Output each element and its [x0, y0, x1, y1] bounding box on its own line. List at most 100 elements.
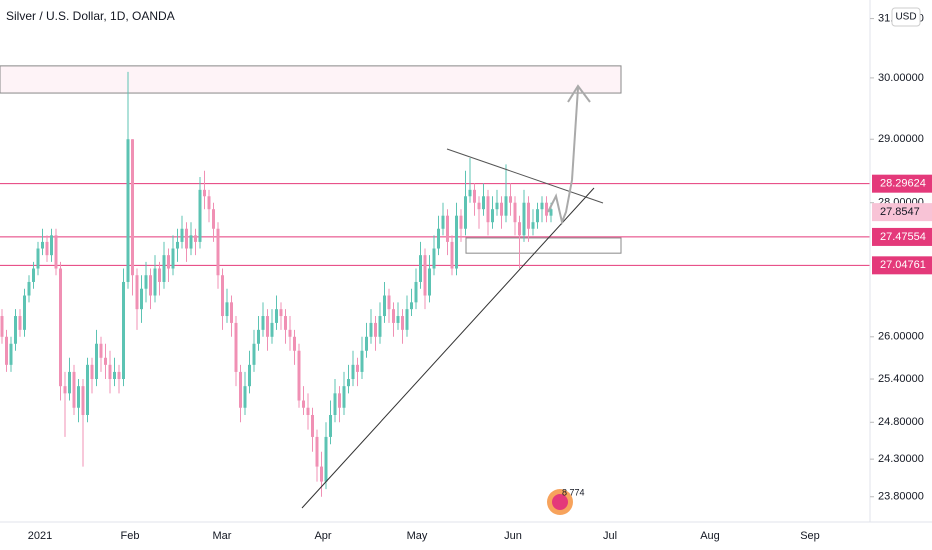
candle-body	[230, 302, 233, 323]
candle-body	[117, 371, 121, 380]
candle-body	[153, 268, 157, 296]
badge-count: 8 774	[562, 487, 585, 497]
candle-body	[536, 209, 539, 223]
candle-body	[423, 255, 427, 296]
y-tick-label: 30.00000	[878, 72, 924, 84]
chart-title: Silver / U.S. Dollar, 1D, OANDA	[6, 9, 175, 23]
plot-area	[0, 65, 870, 497]
candle-body	[540, 202, 544, 210]
candle-body	[477, 202, 481, 210]
candle-body	[473, 189, 476, 203]
candle-body	[122, 281, 125, 380]
x-tick-label: Mar	[213, 530, 232, 542]
candle-body	[90, 364, 94, 380]
candle-body	[455, 215, 458, 269]
candle-body	[482, 196, 485, 210]
candle-body	[329, 414, 332, 437]
currency-label[interactable]: USD	[895, 12, 916, 23]
candle-body	[383, 295, 386, 317]
candle-body	[360, 350, 364, 372]
candle-body	[212, 209, 215, 229]
candle-body	[95, 343, 98, 380]
candle-body	[216, 228, 220, 276]
candle-body	[405, 309, 409, 330]
y-tick-label: 24.80000	[878, 416, 924, 428]
y-tick-label: 25.40000	[878, 373, 924, 385]
trend-line	[446, 148, 604, 204]
candle-body	[171, 248, 175, 269]
price-label: 27.47554	[880, 231, 926, 243]
candle-body	[459, 215, 463, 229]
candle-body	[50, 235, 53, 256]
candle-body	[450, 241, 454, 269]
candle-body	[41, 241, 44, 249]
candle-body	[437, 228, 440, 249]
candle-body	[167, 255, 170, 269]
candle-body	[347, 379, 350, 387]
candle-body	[243, 386, 247, 408]
currency-button[interactable]	[891, 7, 921, 27]
candle-body	[315, 436, 319, 467]
candle-body	[27, 281, 31, 296]
candle-body	[549, 209, 553, 216]
candle-body	[522, 202, 526, 236]
candle-body	[239, 371, 242, 408]
candle-body	[140, 288, 143, 310]
price-label: 27.8547	[880, 206, 920, 218]
candle-body	[500, 202, 503, 216]
price-label-bg	[872, 227, 932, 246]
candle-body	[185, 228, 188, 249]
y-tick-label: 26.00000	[878, 331, 924, 343]
candle-body	[189, 235, 193, 249]
candle-body	[432, 248, 436, 269]
candle-body	[18, 316, 22, 330]
candle-body	[221, 275, 224, 317]
x-tick-label: May	[407, 530, 428, 542]
candle-body	[365, 336, 368, 351]
candle-body	[486, 196, 490, 223]
candle-body	[261, 316, 265, 330]
candle-body	[320, 466, 323, 482]
candle-body	[149, 275, 152, 296]
candle-body	[257, 329, 260, 344]
candle-body	[176, 241, 179, 249]
candle-body	[468, 189, 472, 197]
candle-body	[77, 386, 80, 408]
candle-body	[311, 414, 314, 437]
candle-body	[194, 235, 197, 242]
candle-body	[527, 202, 530, 229]
candle-body	[446, 215, 449, 242]
candle-body	[441, 215, 445, 229]
price-label: 27.04761	[880, 259, 926, 271]
candle-body	[14, 316, 17, 344]
badge-icon-inner	[552, 494, 568, 510]
candle-body	[392, 309, 395, 323]
candle-body	[342, 386, 346, 408]
candle-body	[401, 316, 404, 330]
candle-body	[297, 350, 301, 401]
candle-body	[518, 222, 521, 236]
candle-body	[419, 255, 422, 282]
candle-body	[396, 316, 400, 323]
candle-body	[135, 275, 139, 310]
candle-body	[504, 196, 508, 216]
candle-body	[5, 336, 8, 365]
candle-body	[495, 202, 499, 210]
candle-body	[306, 407, 310, 415]
x-tick-label: Jun	[504, 530, 522, 542]
candle-body	[351, 364, 355, 380]
candle-body	[414, 281, 418, 303]
candle-body	[180, 228, 184, 242]
candle-body	[279, 309, 283, 317]
candle-body	[288, 329, 292, 337]
candle-body	[45, 241, 49, 256]
candle-body	[378, 316, 382, 337]
y-tick-label: 29.00000	[878, 133, 924, 145]
candle-body	[410, 302, 413, 310]
candle-body	[509, 196, 512, 203]
y-tick-label: 23.80000	[878, 491, 924, 503]
candle-body	[234, 322, 238, 372]
candle-body	[293, 336, 296, 351]
x-tick-label: Apr	[314, 530, 331, 542]
